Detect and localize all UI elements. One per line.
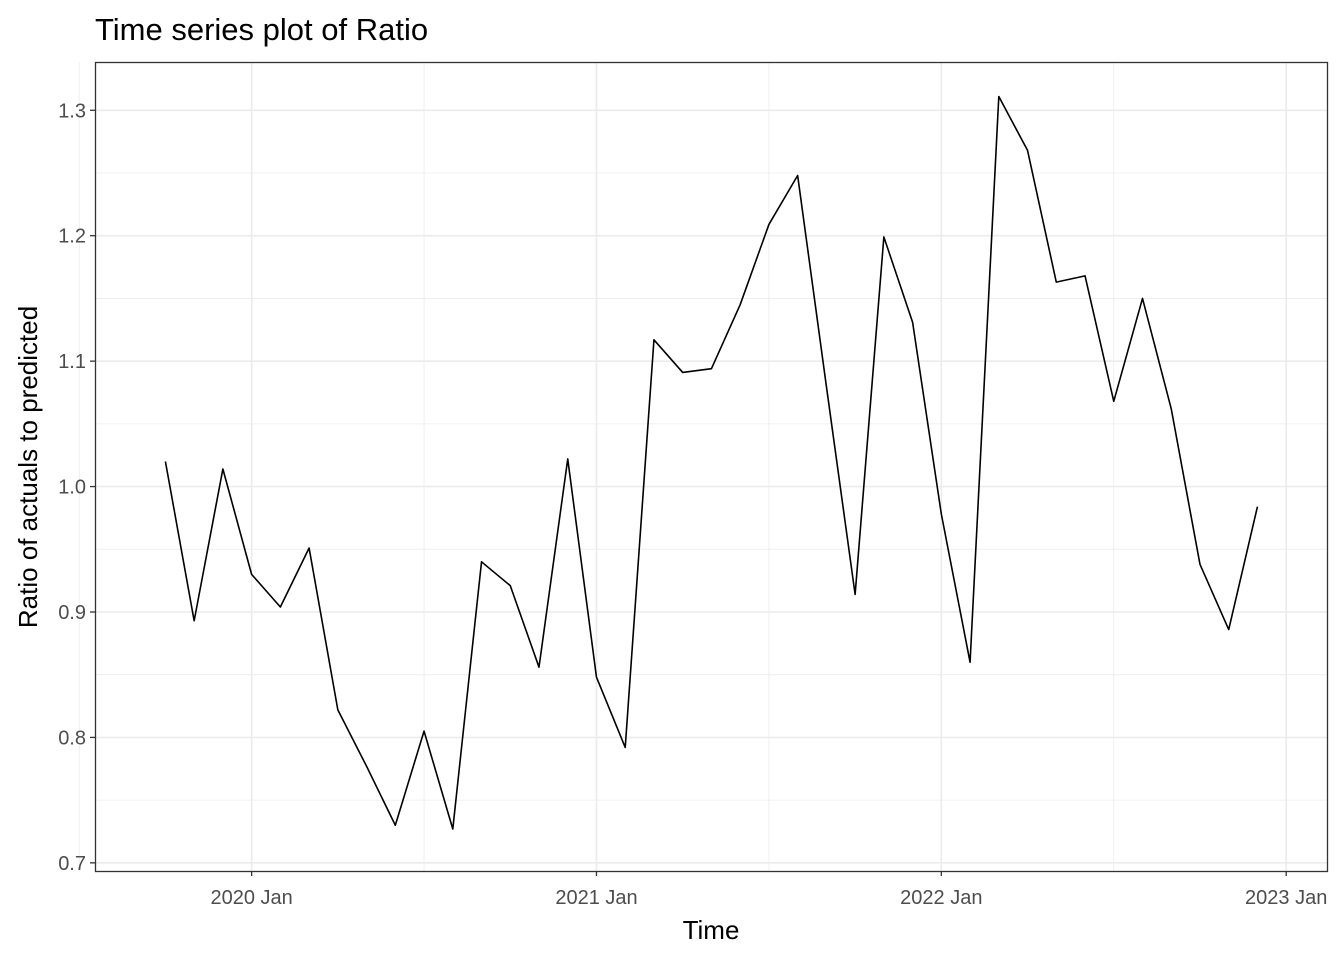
x-tick-label: 2021 Jan xyxy=(555,887,637,909)
y-tick-label: 0.7 xyxy=(58,853,86,875)
y-tick-label: 0.9 xyxy=(58,602,86,624)
series-line xyxy=(164,95,1259,830)
y-tick-label: 1.1 xyxy=(58,351,86,373)
x-tick-label: 2023 Jan xyxy=(1245,887,1327,909)
line-layer xyxy=(164,95,1259,830)
panel-border xyxy=(94,61,1329,873)
tick-layer: 0.7 0.8 0.9 1.0 1.1 1.2 1.3 2020 Jan 2021 Jan 202… xyxy=(58,100,1327,909)
x-tick-label: 2022 Jan xyxy=(900,887,982,909)
grid-layer xyxy=(78,62,1327,871)
x-tick-label: 2020 Jan xyxy=(210,887,292,909)
chart-title: Time series plot of Ratio xyxy=(95,12,428,47)
y-tick-label: 1.0 xyxy=(58,477,86,499)
y-tick-label: 1.3 xyxy=(58,100,86,122)
x-axis-title: Time xyxy=(683,915,740,945)
y-tick-label: 0.8 xyxy=(58,727,86,749)
y-tick-label: 1.2 xyxy=(58,226,86,248)
y-axis-title: Ratio of actuals to predicted xyxy=(13,306,43,628)
